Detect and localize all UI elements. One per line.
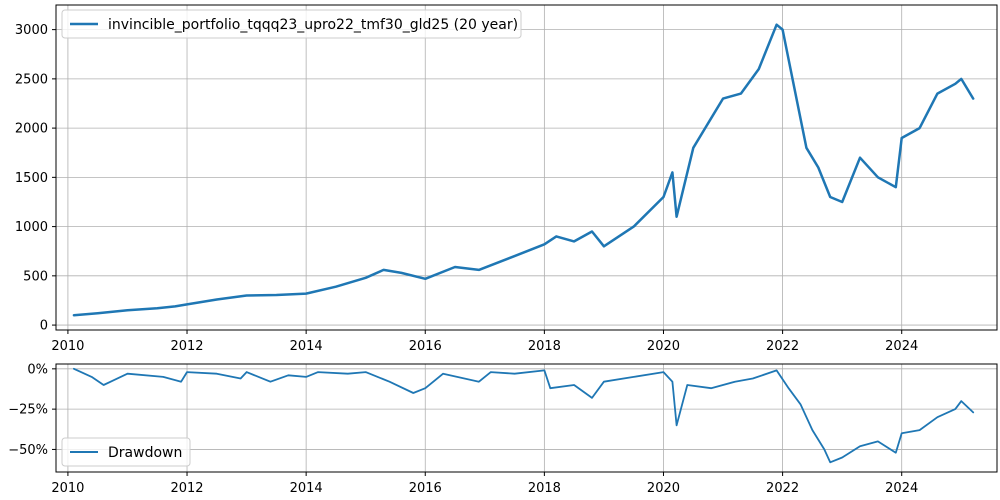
value-x-tick-label: 2014 [290,339,323,354]
value-x-tick-label: 2012 [170,339,203,354]
drawdown-x-tick-label: 2020 [647,481,680,496]
drawdown-series-line [73,367,975,464]
value-x-tick-label: 2018 [528,339,561,354]
drawdown-x-tick-label: 2010 [51,481,84,496]
drawdown-x-tick-label: 2016 [409,481,442,496]
value-y-tick-label: 3000 [15,23,48,38]
value-y-tick-label: 1000 [15,220,48,235]
value-x-tick-label: 2016 [409,339,442,354]
value-y-tick-label: 2500 [15,72,48,87]
value-grid [56,5,997,330]
drawdown-x-tick-label: 2024 [885,481,918,496]
drawdown-legend-box [61,437,191,467]
value-x-ticks: 2010 2012 2014 2016 2018 2020 2022 2024 [51,330,918,354]
drawdown-legend: Drawdown [61,437,191,467]
value-y-tick-label: 1500 [15,171,48,186]
drawdown-legend-label: Drawdown [108,445,182,461]
drawdown-plot-frame [55,363,998,473]
value-legend-box [61,9,522,39]
value-plot-frame [55,4,998,331]
value-series [72,23,975,317]
value-series-line [72,23,975,317]
value-y-tick-label: 2000 [15,122,48,137]
drawdown-x-tick-label: 2012 [170,481,203,496]
drawdown-x-tick-label: 2018 [528,481,561,496]
value-y-ticks: 0 500 1000 1500 2000 2500 3000 [15,23,56,334]
value-x-tick-label: 2010 [51,339,84,354]
drawdown-y-tick-label: 0% [27,362,48,377]
drawdown-y-tick-label: −25% [8,403,48,418]
drawdown-chart: 2010 2012 2014 2016 2018 2020 2022 2024 0% −25% −… [8,362,998,496]
drawdown-y-tick-label: −50% [8,443,48,458]
value-chart: 2010 2012 2014 2016 2018 2020 2022 2024 0 500 100… [15,4,998,354]
drawdown-x-tick-label: 2014 [290,481,323,496]
drawdown-x-ticks: 2010 2012 2014 2016 2018 2020 2022 2024 [51,472,918,496]
value-x-tick-label: 2024 [885,339,918,354]
drawdown-series [73,367,975,464]
drawdown-y-ticks: 0% −25% −50% [8,362,56,458]
value-x-tick-label: 2020 [647,339,680,354]
value-y-tick-label: 0 [40,319,48,334]
value-legend-label: invincible_portfolio_tqqq23_upro22_tmf30… [108,17,518,33]
value-legend: invincible_portfolio_tqqq23_upro22_tmf30… [61,9,522,39]
value-y-tick-label: 500 [23,269,48,284]
value-x-tick-label: 2022 [766,339,799,354]
drawdown-x-tick-label: 2022 [766,481,799,496]
